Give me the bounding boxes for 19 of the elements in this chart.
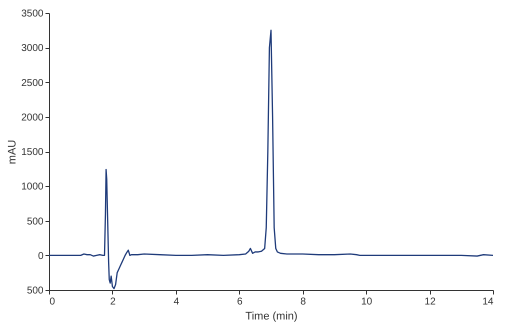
y-tick-label: 3000: [21, 43, 44, 54]
x-tick-label: 0: [50, 296, 56, 308]
y-axis-title: mAU: [6, 140, 18, 164]
y-tick-label: 2500: [21, 78, 44, 89]
y-tick-label: 500: [26, 216, 44, 228]
x-tick-label: 8: [300, 296, 306, 308]
x-tick-label: 2: [110, 296, 116, 308]
y-tick-label: 3500: [21, 8, 44, 20]
y-tick-label: 500: [26, 286, 44, 296]
x-tick-label: 4: [174, 296, 180, 308]
y-tick-label: 0: [38, 250, 44, 262]
x-axis-title: Time (min): [245, 310, 298, 322]
y-tick-label: 2000: [21, 112, 44, 124]
x-tick-label: 6: [237, 296, 244, 308]
y-tick-label: 1000: [21, 182, 44, 193]
x-tick-label: 14: [482, 296, 494, 308]
x-tick-label: 10: [361, 296, 373, 308]
y-tick-label: 1500: [21, 147, 44, 158]
x-tick-label: 12: [424, 296, 436, 308]
